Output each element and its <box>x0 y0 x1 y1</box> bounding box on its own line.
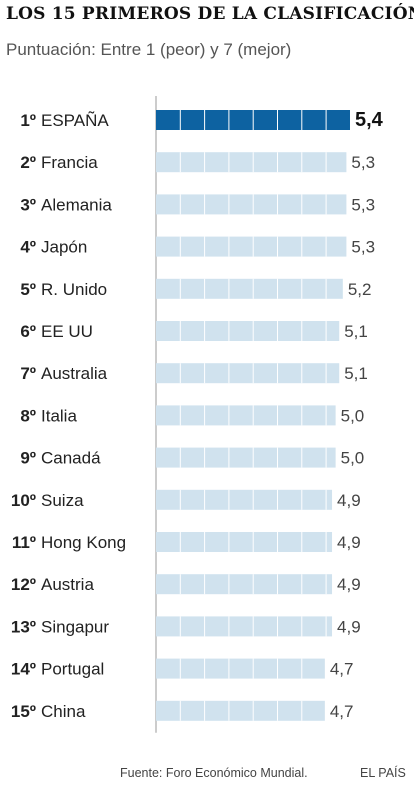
category-label: Francia <box>41 153 98 172</box>
bar-15 <box>156 700 325 721</box>
rank-label: 3º <box>20 195 36 214</box>
bar-2 <box>156 152 347 173</box>
bar-8 <box>156 405 336 426</box>
source-note: Fuente: Foro Económico Mundial. <box>120 766 308 780</box>
value-label: 5,2 <box>348 280 372 299</box>
bar-9 <box>156 447 336 468</box>
category-label: Canadá <box>41 449 101 468</box>
value-label: 5,4 <box>355 109 384 131</box>
category-label: Hong Kong <box>41 533 126 552</box>
bar-4 <box>156 236 347 257</box>
rank-label: 14º <box>11 660 36 679</box>
rank-label: 4º <box>20 238 36 257</box>
chart-subtitle: Puntuación: Entre 1 (peor) y 7 (mejor) <box>6 40 292 59</box>
rank-label: 1º <box>20 111 36 130</box>
rank-label: 10º <box>11 491 36 510</box>
rank-label: 13º <box>11 617 36 636</box>
value-label: 4,7 <box>330 702 354 721</box>
rank-label: 5º <box>20 280 36 299</box>
rank-label: 6º <box>20 322 36 341</box>
bar-13 <box>156 616 333 637</box>
rank-label: 7º <box>20 364 36 383</box>
rank-label: 8º <box>20 406 36 425</box>
bar-11 <box>156 532 333 552</box>
value-label: 5,0 <box>341 406 365 425</box>
category-label: Australia <box>41 364 108 383</box>
publisher-brand: EL PAÍS <box>360 766 406 780</box>
value-label: 4,9 <box>337 491 361 510</box>
category-label: Portugal <box>41 660 104 679</box>
category-label: Alemania <box>41 195 112 214</box>
value-label: 5,1 <box>344 322 368 341</box>
category-label: ESPAÑA <box>41 111 109 130</box>
category-label: China <box>41 702 86 721</box>
rank-label: 11º <box>12 533 36 552</box>
bar-14 <box>156 658 325 679</box>
category-label: Suiza <box>41 491 84 510</box>
value-label: 5,3 <box>351 238 375 257</box>
bar-10 <box>156 489 333 510</box>
value-label: 4,9 <box>337 533 361 552</box>
bar-6 <box>156 321 340 341</box>
rank-label: 12º <box>11 575 36 594</box>
value-label: 4,9 <box>337 575 361 594</box>
value-label: 5,1 <box>344 364 368 383</box>
chart-title: LOS 15 PRIMEROS DE LA CLASIFICACIÓN <box>6 4 414 24</box>
bar-12 <box>156 574 333 595</box>
category-label: Austria <box>41 575 94 594</box>
category-label: Italia <box>41 406 77 425</box>
value-label: 4,9 <box>337 617 361 636</box>
rank-label: 15º <box>11 702 36 721</box>
category-label: Japón <box>41 238 87 257</box>
rank-label: 9º <box>20 449 36 468</box>
ranking-bar-chart: 1º ESPAÑA 5,4 2º Francia 5,3 3º Alemania 5,3 4º Ja… <box>11 96 384 733</box>
value-label: 4,7 <box>330 660 354 679</box>
category-label: EE UU <box>41 322 93 341</box>
bar-5 <box>156 278 343 299</box>
rank-label: 2º <box>20 153 36 172</box>
bar-7 <box>156 363 340 384</box>
category-label: R. Unido <box>41 280 107 299</box>
category-label: Singapur <box>41 617 109 636</box>
value-label: 5,3 <box>351 195 375 214</box>
bar-3 <box>156 194 347 215</box>
value-label: 5,0 <box>341 449 365 468</box>
value-label: 5,3 <box>351 153 375 172</box>
